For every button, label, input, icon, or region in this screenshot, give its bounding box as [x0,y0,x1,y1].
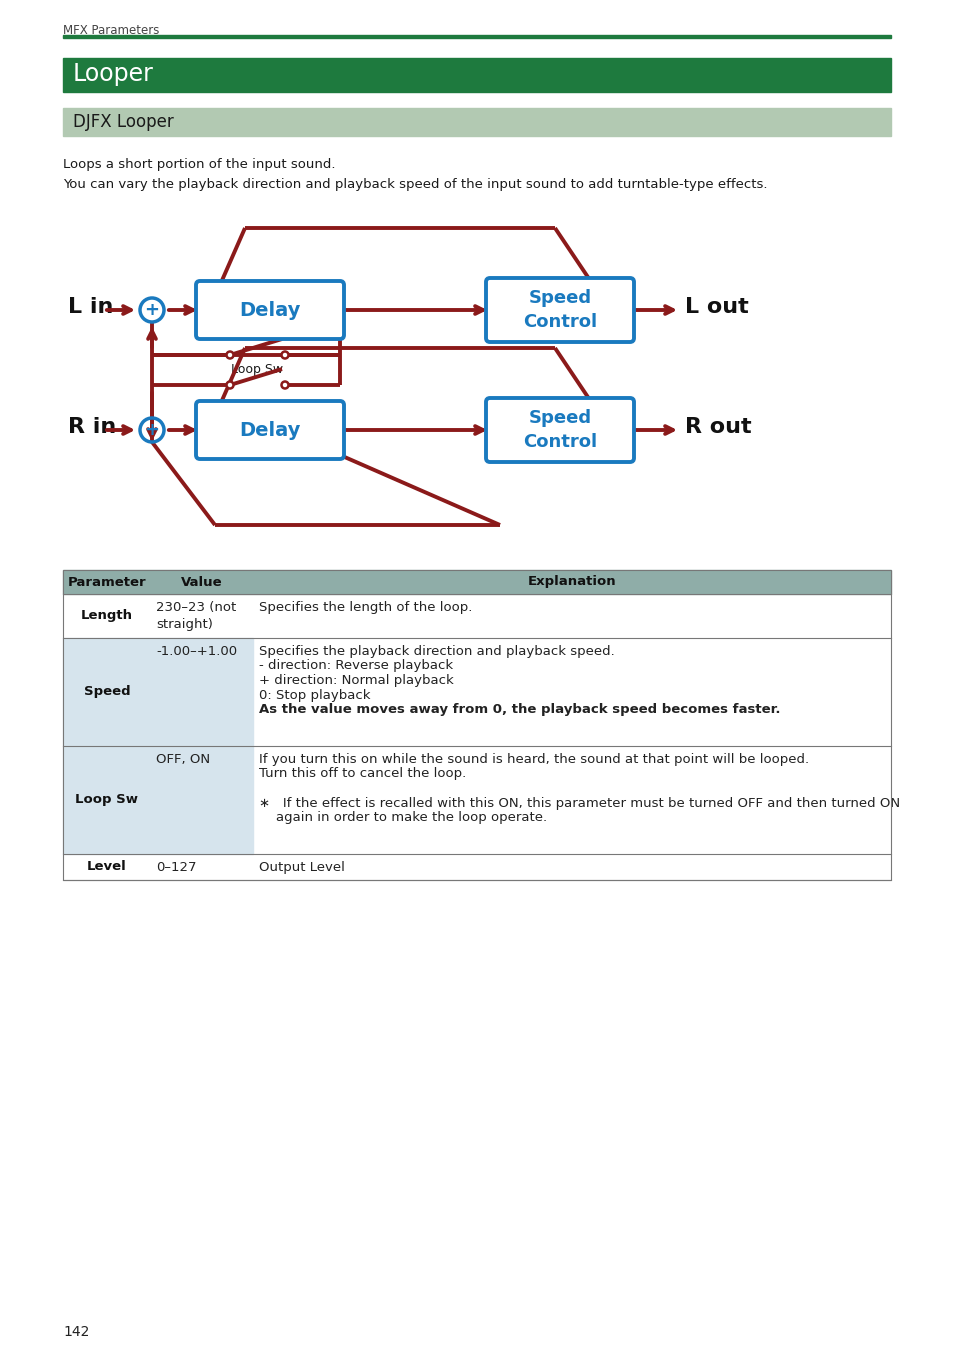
Bar [63,108,890,136]
Text: 230–23 (not
straight): 230–23 (not straight) [156,601,236,630]
Text: Explanation: Explanation [527,575,616,589]
Text: - direction: Reverse playback: - direction: Reverse playback [258,660,453,672]
Circle shape [226,351,233,359]
Bar [63,639,253,747]
FancyBboxPatch shape [195,281,344,339]
Text: Loops a short portion of the input sound.: Loops a short portion of the input sound… [63,158,335,171]
Text: As the value moves away from 0, the playback speed becomes faster.: As the value moves away from 0, the play… [258,703,780,716]
Text: OFF, ON: OFF, ON [156,753,210,765]
Bar [63,747,253,855]
Text: 0: Stop playback: 0: Stop playback [258,688,370,702]
Text: You can vary the playback direction and playback speed of the input sound to add: You can vary the playback direction and … [63,178,767,190]
Text: ∗   If the effect is recalled with this ON, this parameter must be turned OFF an: ∗ If the effect is recalled with this ON… [258,796,900,810]
Circle shape [281,382,288,389]
Text: + direction: Normal playback: + direction: Normal playback [258,674,454,687]
FancyBboxPatch shape [485,278,634,342]
Text: MFX Parameters: MFX Parameters [63,24,159,36]
Text: If you turn this on while the sound is heard, the sound at that point will be lo: If you turn this on while the sound is h… [258,753,808,765]
Text: Value: Value [181,575,223,589]
Bar [63,570,890,594]
Text: R out: R out [684,417,751,437]
Bar [63,35,890,38]
Text: +: + [144,421,159,439]
Text: Loop Sw: Loop Sw [231,363,283,377]
Circle shape [281,351,288,359]
Text: Delay: Delay [239,420,300,440]
Text: Loop Sw: Loop Sw [75,794,138,806]
Text: Specifies the playback direction and playback speed.: Specifies the playback direction and pla… [258,645,614,657]
Text: +: + [144,301,159,319]
Text: Speed: Speed [84,686,131,698]
FancyBboxPatch shape [195,401,344,459]
FancyBboxPatch shape [485,398,634,462]
Text: Speed
Control: Speed Control [522,289,597,331]
Text: DJFX Looper: DJFX Looper [73,113,173,131]
Text: L out: L out [684,297,748,317]
Text: -1.00–+1.00: -1.00–+1.00 [156,645,237,657]
Text: Length: Length [81,609,132,622]
Bar [63,570,890,880]
Text: Output Level: Output Level [258,861,345,873]
Bar [63,58,890,92]
Text: 0–127: 0–127 [156,861,196,873]
Circle shape [226,382,233,389]
Text: R in: R in [68,417,116,437]
Text: Looper: Looper [73,62,153,86]
Text: Speed
Control: Speed Control [522,409,597,451]
Text: Level: Level [87,860,127,873]
Text: L in: L in [68,297,113,317]
Text: 142: 142 [63,1324,90,1339]
Text: Turn this off to cancel the loop.: Turn this off to cancel the loop. [258,768,466,780]
Text: Parameter: Parameter [68,575,146,589]
Text: Delay: Delay [239,301,300,320]
Text: Specifies the length of the loop.: Specifies the length of the loop. [258,601,472,614]
Text: again in order to make the loop operate.: again in order to make the loop operate. [258,811,547,824]
